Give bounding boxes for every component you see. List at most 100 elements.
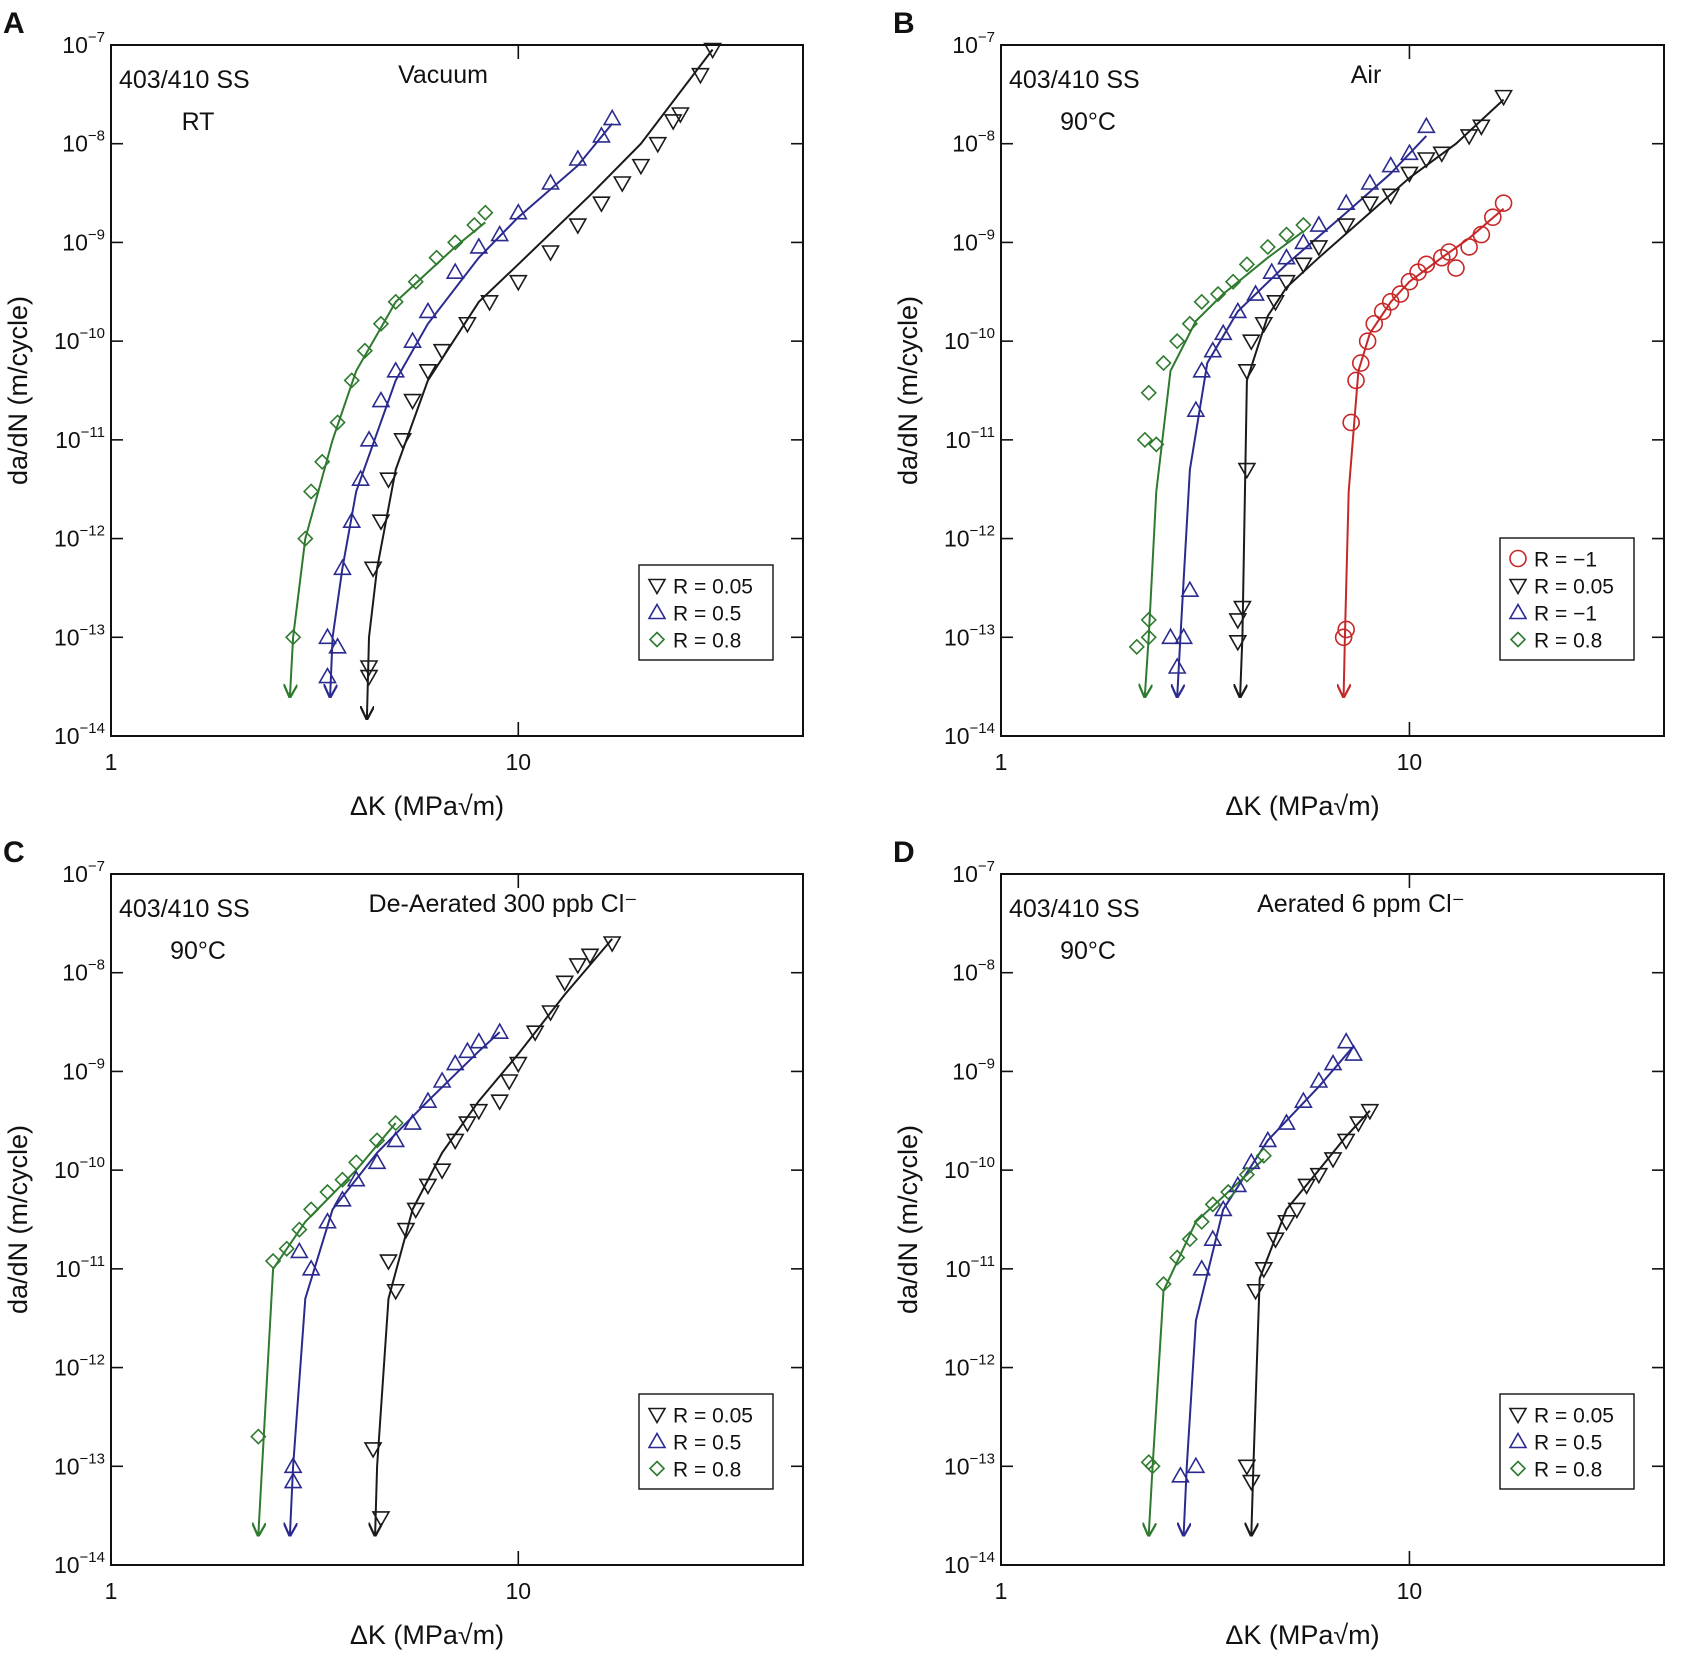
point xyxy=(1365,314,1384,333)
point xyxy=(1128,638,1145,655)
point xyxy=(1255,1147,1272,1164)
point xyxy=(1171,1466,1190,1483)
point xyxy=(1484,208,1502,227)
x-tick-label: 10 xyxy=(1397,749,1423,775)
x-tick-label: 10 xyxy=(506,1578,532,1604)
point xyxy=(432,343,452,361)
point xyxy=(580,948,600,965)
point xyxy=(508,203,528,220)
x-tick-label: 1 xyxy=(995,749,1008,775)
annotation: 403/410 SS xyxy=(1009,66,1140,94)
point xyxy=(458,1116,477,1133)
y-tick-label: 10−8 xyxy=(62,128,105,157)
y-tick-label: 10−9 xyxy=(952,1055,995,1084)
point xyxy=(1241,1152,1261,1170)
point xyxy=(458,316,477,334)
point xyxy=(1336,193,1356,210)
point xyxy=(1432,146,1452,163)
y-tick-label: 10−13 xyxy=(944,621,995,650)
panel: B 10−14 10−13 10−12 10−11 10−10 10−9 10−8 10−7 1 1… xyxy=(893,7,1665,821)
x-tick-label: 10 xyxy=(506,749,532,775)
point xyxy=(1238,256,1256,273)
point xyxy=(1360,196,1380,213)
point xyxy=(284,629,302,646)
point xyxy=(1360,173,1380,190)
point xyxy=(403,1113,422,1130)
y-tick-label: 10−14 xyxy=(54,720,105,749)
y-tick-label: 10−7 xyxy=(62,29,105,58)
legend-label: R = 0.5 xyxy=(673,603,741,626)
y-tick-label: 10−10 xyxy=(944,1154,995,1183)
point xyxy=(1193,293,1210,310)
point xyxy=(403,331,422,348)
y-axis-label: da/dN (m/cycle) xyxy=(3,296,33,485)
y-axis-label: da/dN (m/cycle) xyxy=(3,1125,33,1314)
point xyxy=(1192,361,1212,378)
chart-title: Vacuum xyxy=(398,61,488,89)
annotation: 90°C xyxy=(1060,108,1116,136)
y-tick-label: 10−11 xyxy=(945,424,995,453)
point xyxy=(1254,316,1274,334)
x-axis-label: ΔK (MPa√m) xyxy=(1225,791,1379,821)
point xyxy=(283,1471,303,1489)
point xyxy=(1336,1133,1356,1151)
point xyxy=(1266,295,1285,312)
point xyxy=(447,234,464,251)
point xyxy=(1459,129,1479,146)
point xyxy=(458,1041,477,1059)
point xyxy=(386,1130,406,1148)
point xyxy=(602,936,622,953)
point xyxy=(1209,285,1227,303)
point xyxy=(1295,216,1312,234)
y-tick-label: 10−10 xyxy=(54,325,105,354)
legend-label: R = −1 xyxy=(1534,603,1597,626)
point xyxy=(1358,332,1377,350)
point xyxy=(1167,657,1187,674)
point xyxy=(1294,257,1313,274)
y-tick-label: 10−8 xyxy=(952,957,995,986)
point xyxy=(356,342,373,359)
point xyxy=(1228,1175,1248,1193)
legend-label: R = 0.8 xyxy=(673,1459,741,1482)
point xyxy=(1416,116,1436,134)
legend-marker xyxy=(1508,1407,1528,1425)
point xyxy=(1246,1283,1265,1301)
point xyxy=(319,1183,336,1201)
legend-label: R = 0.05 xyxy=(673,576,753,599)
legend-marker xyxy=(1509,549,1527,568)
y-tick-label: 10−13 xyxy=(54,1450,105,1479)
point xyxy=(1254,1262,1274,1279)
annotation: 403/410 SS xyxy=(1009,895,1140,923)
point xyxy=(406,1202,426,1220)
point xyxy=(490,1094,510,1111)
point xyxy=(386,1283,406,1301)
point xyxy=(1294,1091,1313,1108)
point xyxy=(1287,1202,1307,1220)
annotation: 90°C xyxy=(1060,937,1116,965)
point xyxy=(314,453,331,470)
point xyxy=(1494,89,1513,107)
point xyxy=(1186,400,1206,417)
legend-marker xyxy=(1509,631,1527,648)
y-tick-label: 10−12 xyxy=(944,1352,995,1381)
point xyxy=(1391,285,1410,303)
y-tick-label: 10−14 xyxy=(944,720,995,749)
y-tick-label: 10−8 xyxy=(952,128,995,157)
point xyxy=(1262,262,1282,279)
point xyxy=(1238,1166,1256,1183)
point xyxy=(499,1074,519,1091)
annotation: 90°C xyxy=(170,937,226,965)
y-tick-label: 10−8 xyxy=(62,957,105,986)
y-tick-label: 10−12 xyxy=(54,1352,105,1381)
point xyxy=(445,1133,465,1151)
legend-marker xyxy=(1509,1460,1527,1477)
point xyxy=(297,530,314,547)
legend-label: R = 0.05 xyxy=(673,1405,753,1428)
point xyxy=(1237,462,1257,480)
point xyxy=(1181,1231,1198,1248)
point xyxy=(1241,334,1261,351)
point xyxy=(568,218,588,235)
point xyxy=(592,196,611,213)
point xyxy=(386,361,406,378)
point xyxy=(1186,1456,1206,1474)
